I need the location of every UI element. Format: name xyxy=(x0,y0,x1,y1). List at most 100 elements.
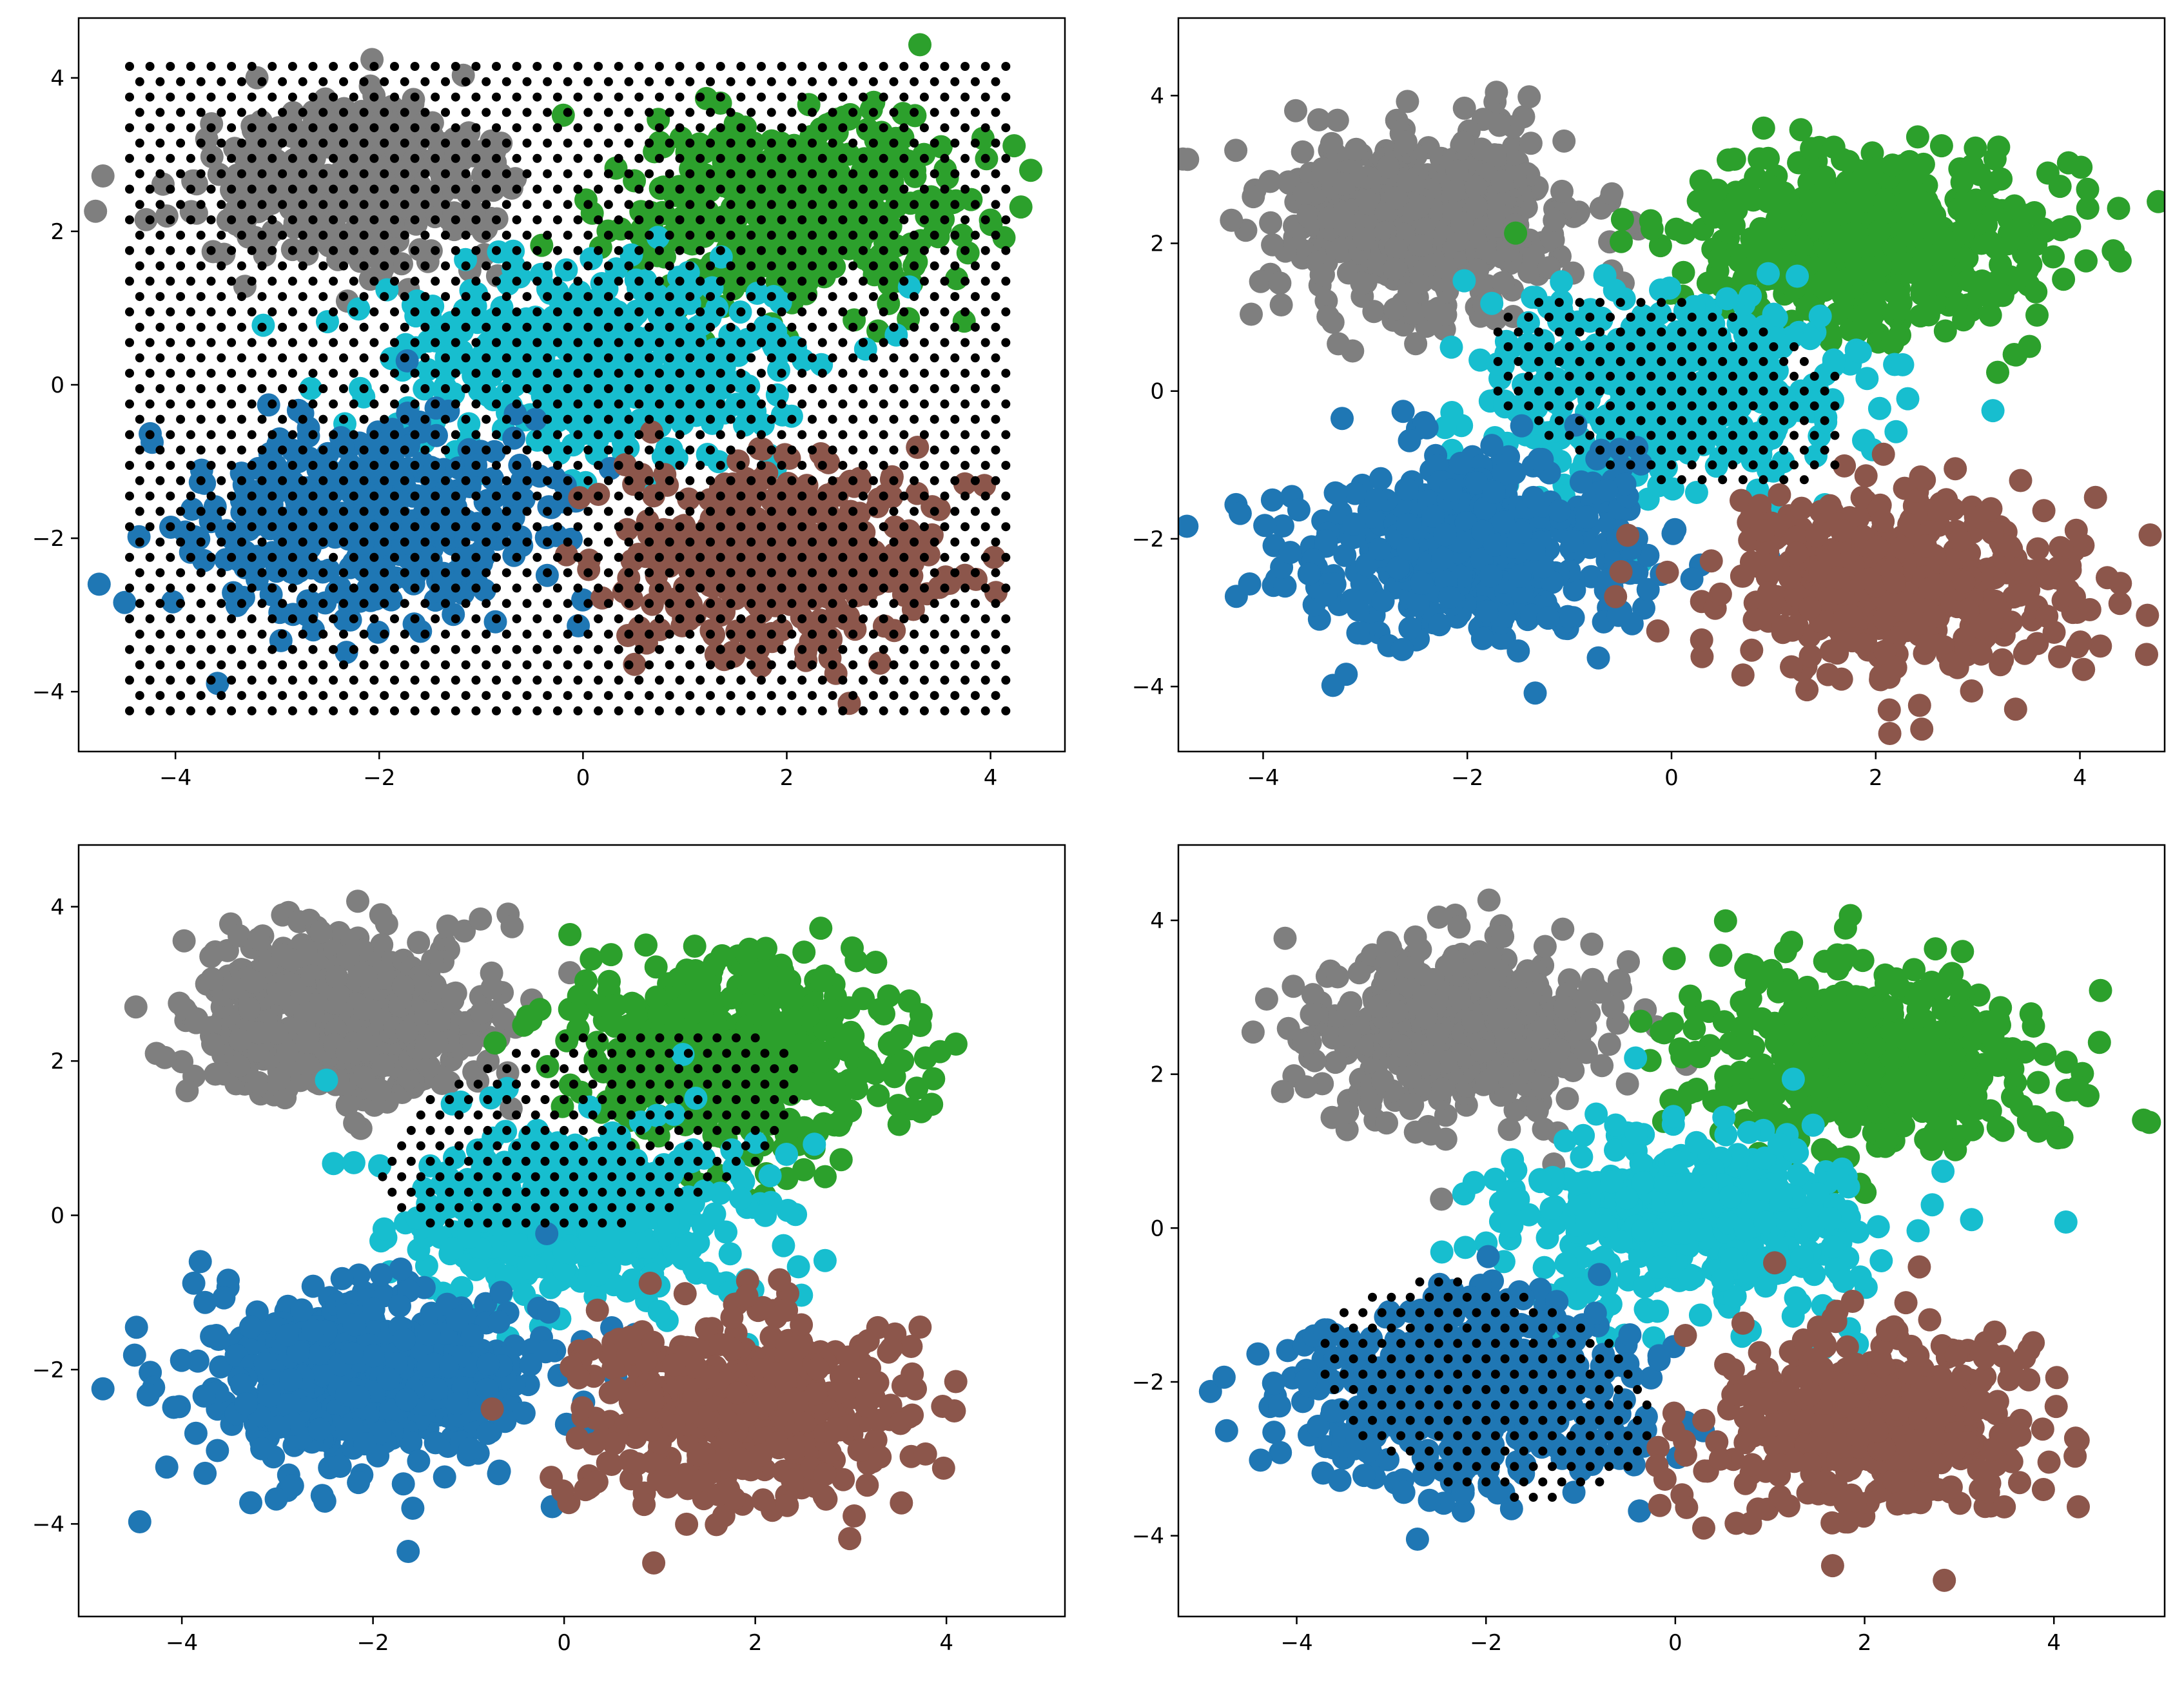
grid-point xyxy=(716,430,725,440)
grid-point xyxy=(288,92,297,102)
grid-point xyxy=(746,353,756,363)
grid-point xyxy=(919,246,929,255)
grid-point xyxy=(868,691,878,701)
scatter-point xyxy=(2107,197,2130,220)
grid-point xyxy=(736,307,746,316)
grid-point xyxy=(879,369,888,378)
grid-point xyxy=(879,614,888,624)
scatter-point xyxy=(367,161,391,185)
grid-point xyxy=(980,123,990,133)
grid-point xyxy=(512,706,522,715)
grid-point xyxy=(257,445,267,455)
grid-point xyxy=(991,445,1000,455)
grid-point xyxy=(410,277,420,286)
grid-point xyxy=(583,77,593,86)
grid-point xyxy=(492,614,501,624)
y-tick-label: −4 xyxy=(32,679,64,705)
grid-point xyxy=(502,691,511,701)
grid-point xyxy=(278,77,288,86)
grid-point xyxy=(268,338,277,347)
grid-point xyxy=(899,369,909,378)
scatter-point xyxy=(1396,90,1419,113)
grid-point xyxy=(950,200,960,209)
grid-point xyxy=(665,384,674,393)
plot-area xyxy=(84,33,1042,715)
scatter-point xyxy=(1610,229,1633,253)
scatter-point xyxy=(2042,245,2065,269)
grid-point xyxy=(777,369,786,378)
grid-point xyxy=(654,62,664,71)
grid-point xyxy=(125,277,134,286)
grid-point xyxy=(910,292,919,302)
grid-point xyxy=(797,583,807,593)
grid-point xyxy=(980,184,990,194)
grid-point xyxy=(563,568,572,578)
grid-point xyxy=(757,215,766,225)
grid-point xyxy=(380,538,389,547)
grid-point xyxy=(400,507,409,516)
grid-point xyxy=(155,629,165,639)
grid-point xyxy=(757,675,766,685)
grid-point xyxy=(135,445,144,455)
grid-point xyxy=(461,507,471,516)
grid-point xyxy=(349,215,358,225)
grid-point xyxy=(583,414,593,424)
grid-point xyxy=(369,246,379,255)
grid-point xyxy=(736,369,746,378)
grid-point xyxy=(879,307,888,316)
grid-point xyxy=(919,92,929,102)
grid-point xyxy=(135,629,144,639)
grid-point xyxy=(349,706,358,715)
grid-point xyxy=(135,230,144,240)
grid-point xyxy=(563,77,572,86)
grid-point xyxy=(960,62,970,71)
grid-point xyxy=(665,169,674,179)
grid-point xyxy=(400,445,409,455)
grid-point xyxy=(991,660,1000,670)
grid-point xyxy=(206,338,216,347)
grid-point xyxy=(716,62,725,71)
grid-point xyxy=(461,322,471,332)
grid-point xyxy=(848,691,858,701)
grid-point xyxy=(991,691,1000,701)
grid-point xyxy=(227,153,237,163)
grid-point xyxy=(757,430,766,440)
grid-point xyxy=(420,568,430,578)
grid-point xyxy=(879,246,888,255)
scatter-point xyxy=(1396,169,1419,193)
grid-point xyxy=(838,338,848,347)
grid-point xyxy=(298,660,307,670)
grid-point xyxy=(512,277,522,286)
scatter-point xyxy=(1483,143,1506,167)
grid-point xyxy=(960,123,970,133)
grid-point xyxy=(318,200,328,209)
grid-point xyxy=(308,307,318,316)
grid-point xyxy=(410,522,420,532)
grid-point xyxy=(125,399,134,409)
grid-point xyxy=(970,322,980,332)
grid-point xyxy=(420,77,430,86)
grid-point xyxy=(787,568,797,578)
grid-point xyxy=(512,645,522,654)
grid-point xyxy=(441,322,450,332)
grid-point xyxy=(970,568,980,578)
grid-point xyxy=(135,599,144,608)
grid-point xyxy=(991,568,1000,578)
grid-point xyxy=(227,399,237,409)
grid-point xyxy=(318,691,328,701)
grid-point xyxy=(624,660,634,670)
grid-point xyxy=(512,123,522,133)
grid-point xyxy=(706,108,715,117)
grid-point xyxy=(135,200,144,209)
grid-point xyxy=(552,246,562,255)
grid-point xyxy=(196,660,206,670)
grid-point xyxy=(797,62,807,71)
grid-point xyxy=(817,369,827,378)
grid-point xyxy=(329,583,338,593)
grid-point xyxy=(451,184,460,194)
grid-point xyxy=(950,292,960,302)
grid-point xyxy=(879,153,888,163)
grid-point xyxy=(950,629,960,639)
grid-point xyxy=(145,675,155,685)
grid-point xyxy=(930,139,939,148)
